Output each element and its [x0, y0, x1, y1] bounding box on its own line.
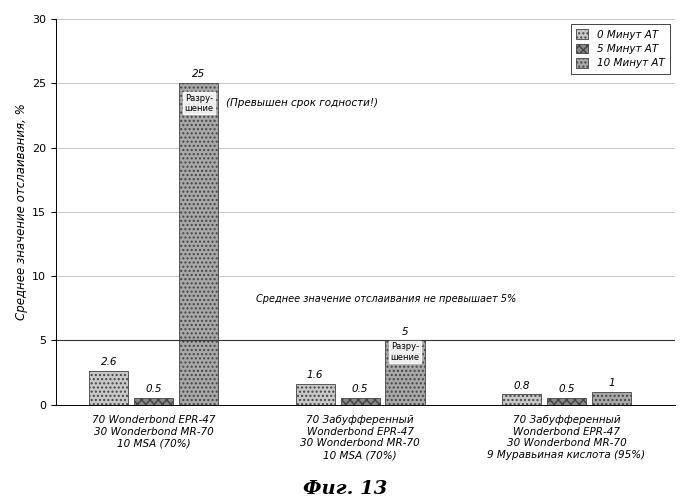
Bar: [179, 84, 218, 405]
Text: Разру-
шение: Разру- шение: [184, 94, 213, 113]
Bar: [134, 398, 173, 405]
Text: 0.5: 0.5: [352, 384, 368, 394]
Text: 0.5: 0.5: [146, 384, 162, 394]
Legend: 0 Минут АТ, 5 Минут АТ, 10 Минут АТ: 0 Минут АТ, 5 Минут АТ, 10 Минут АТ: [571, 24, 670, 74]
Text: 2.6: 2.6: [101, 358, 117, 368]
Y-axis label: Среднее значение отслаивания, %: Среднее значение отслаивания, %: [15, 104, 28, 320]
Bar: [386, 340, 424, 405]
Text: Фиг. 13: Фиг. 13: [303, 480, 387, 498]
Bar: [341, 398, 380, 405]
Text: 0.8: 0.8: [513, 380, 530, 390]
Text: 1: 1: [608, 378, 615, 388]
Bar: [295, 384, 335, 405]
Text: 1.6: 1.6: [307, 370, 324, 380]
Text: Среднее значение отслаивания не превышает 5%: Среднее значение отслаивания не превышае…: [256, 294, 516, 304]
Text: (Превышен срок годности!): (Превышен срок годности!): [226, 98, 378, 108]
Bar: [502, 394, 541, 405]
Bar: [89, 372, 128, 405]
Text: 25: 25: [192, 70, 206, 80]
Text: Разру-
шение: Разру- шение: [391, 342, 420, 362]
Bar: [547, 398, 586, 405]
Bar: [592, 392, 631, 405]
Text: 5: 5: [402, 326, 408, 336]
Text: 0.5: 0.5: [558, 384, 575, 394]
